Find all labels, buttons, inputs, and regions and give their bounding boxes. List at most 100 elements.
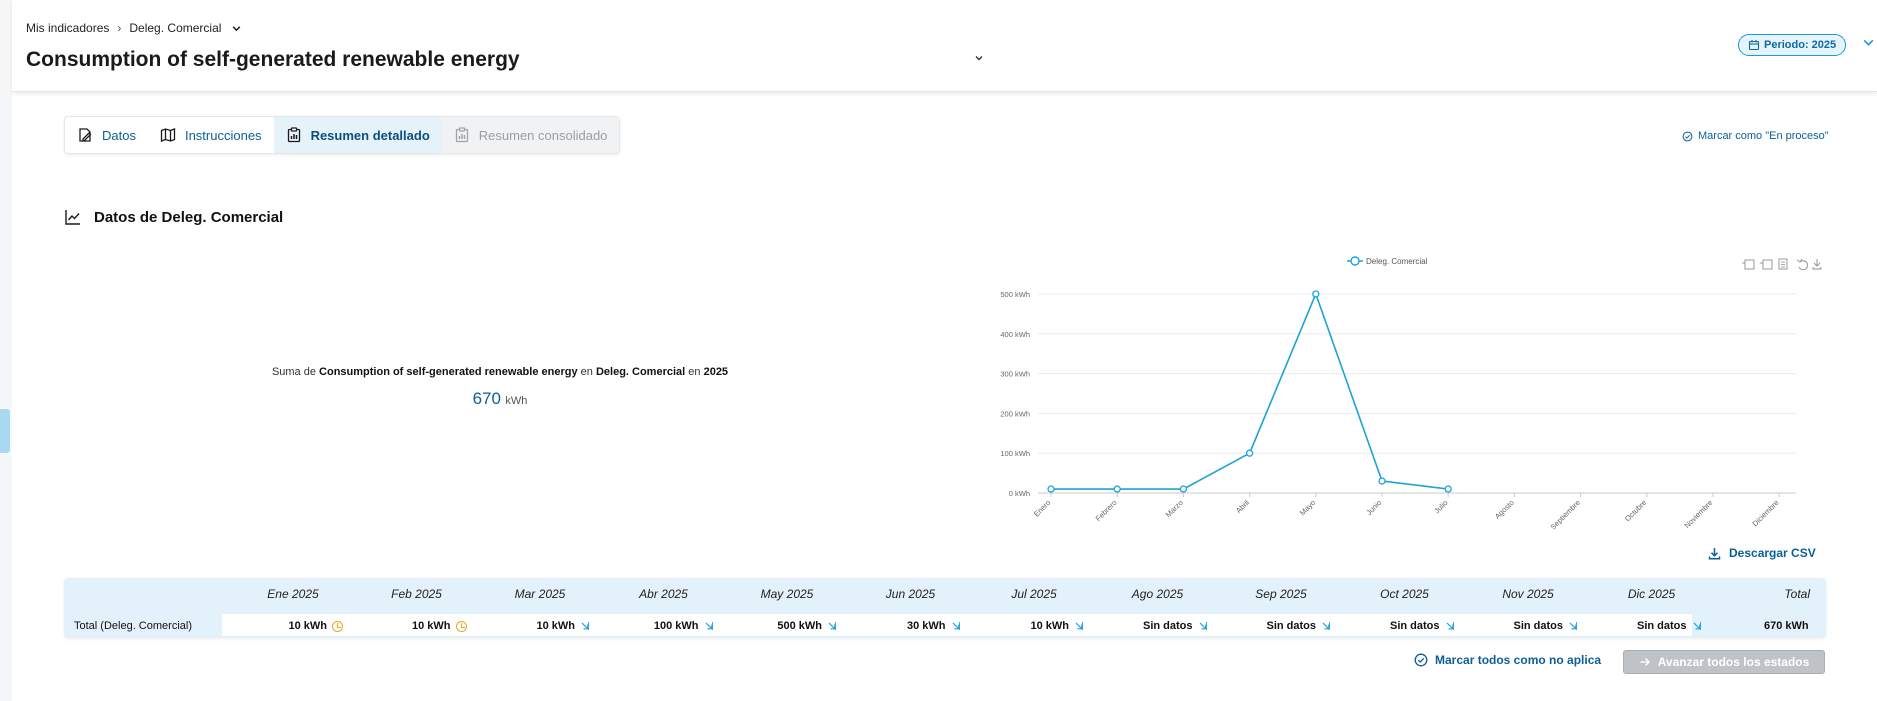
download-image-icon[interactable]	[1812, 259, 1822, 270]
section-title: Datos de Deleg. Comercial	[94, 208, 284, 226]
table-cell-value: Sin datos	[1142, 620, 1193, 632]
chart-legend[interactable]: Deleg. Comercial	[1347, 256, 1428, 266]
tab-label: Instrucciones	[184, 127, 262, 143]
table-header-total: Total	[1784, 587, 1810, 601]
clock-icon	[332, 620, 343, 632]
table-cell[interactable]: 10 kWh	[397, 620, 467, 632]
series-line	[1051, 291, 1449, 490]
table-header-month: Jun 2025	[885, 587, 936, 601]
arrow-down-right-icon	[705, 622, 713, 630]
table-header-month: Ene 2025	[267, 587, 319, 601]
y-tick-label: 0 kWh	[1009, 489, 1030, 498]
tab-label: Resumen detallado	[310, 127, 430, 143]
table-header-month: Nov 2025	[1502, 587, 1554, 601]
table-cell[interactable]: 100 kWh	[644, 620, 714, 632]
line-chart-icon	[65, 210, 80, 225]
breadcrumb-root[interactable]: Mis indicadores	[26, 21, 110, 35]
tab-resumen-detallado[interactable]: Resumen detallado	[273, 117, 442, 153]
arrow-down-right-icon	[1322, 622, 1330, 630]
clipboard-chart-icon	[287, 127, 300, 143]
data-point[interactable]	[1113, 485, 1121, 493]
table-cell-value: 10 kWh	[1030, 620, 1069, 632]
zoom-reset-icon[interactable]	[1760, 259, 1773, 270]
x-tick-label: Noviembre	[1682, 498, 1714, 530]
table-cell[interactable]: 500 kWh	[767, 620, 837, 632]
arrow-down-right-icon	[581, 622, 589, 630]
x-tick-label: Enero	[1032, 498, 1053, 519]
mark-in-progress-link[interactable]: Marcar como "En proceso"	[1682, 130, 1829, 142]
period-chevron-down-icon[interactable]	[1862, 36, 1875, 49]
data-point[interactable]	[1312, 290, 1320, 298]
table-cell[interactable]: Sin datos	[1632, 620, 1702, 632]
table-header-month: Mar 2025	[514, 587, 566, 601]
table-cell-value: 30 kWh	[906, 620, 946, 632]
legend-label: Deleg. Comercial	[1366, 257, 1428, 266]
clock-icon	[455, 620, 467, 632]
zoom-icon[interactable]	[1742, 259, 1755, 270]
arrow-down-right-icon	[1569, 622, 1577, 630]
status-link-label: Marcar como "En proceso"	[1698, 130, 1829, 142]
breadcrumb-current[interactable]: Deleg. Comercial	[129, 21, 222, 35]
table-cell[interactable]: 10 kWh	[1014, 620, 1084, 632]
table-cell-value: 10 kWh	[411, 620, 451, 632]
restore-icon[interactable]	[1796, 258, 1809, 271]
table-header-month: Abr 2025	[639, 587, 688, 601]
mark-all-not-applicable-button[interactable]: Marcar todos como no aplica	[1414, 653, 1601, 667]
data-point[interactable]	[1047, 485, 1055, 493]
chevron-down-icon[interactable]	[231, 23, 242, 34]
summary-total-value: 670	[472, 389, 501, 408]
y-tick-label: 100 kWh	[1000, 449, 1030, 458]
chart-toolbox	[1742, 258, 1822, 271]
x-tick-label: Julio	[1432, 498, 1449, 515]
table-cell[interactable]: Sin datos	[1385, 620, 1455, 632]
table-cell-value: 500 kWh	[777, 620, 822, 632]
tab-datos[interactable]: Datos	[65, 117, 148, 153]
download-csv-button[interactable]: Descargar CSV	[1708, 546, 1816, 560]
chevron-right-icon: ›	[117, 21, 122, 35]
data-point[interactable]	[1444, 485, 1452, 493]
table-header-month: Sep 2025	[1255, 587, 1307, 601]
summary-total-unit: kWh	[505, 395, 528, 407]
advance-all-states-button[interactable]: Avanzar todos los estados	[1623, 650, 1825, 674]
data-point[interactable]	[1179, 485, 1188, 493]
data-point[interactable]	[1378, 477, 1386, 485]
period-selector[interactable]: Periodo: 2025	[1738, 34, 1847, 56]
breadcrumb: Mis indicadores › Deleg. Comercial	[26, 21, 242, 35]
table-cell-value: 10 kWh	[288, 620, 327, 632]
y-tick-label: 300 kWh	[1000, 370, 1030, 379]
table-cell[interactable]: 10 kWh	[520, 620, 590, 632]
arrow-down-right-icon	[1693, 622, 1701, 630]
x-tick-label: Diciembre	[1750, 498, 1780, 528]
clipboard-chart-icon	[455, 127, 468, 143]
left-sidebar-strip	[0, 0, 12, 701]
summary-connector: en	[577, 366, 596, 378]
table-header-month: Oct 2025	[1380, 587, 1429, 601]
table-cell[interactable]: Sin datos	[1138, 620, 1208, 632]
map-icon	[160, 128, 176, 142]
x-tick-label: Febrero	[1094, 498, 1119, 523]
table-cell[interactable]: Sin datos	[1508, 620, 1578, 632]
tab-instrucciones[interactable]: Instrucciones	[148, 117, 274, 153]
data-view-icon[interactable]	[1778, 258, 1788, 270]
edit-icon	[79, 128, 92, 142]
y-tick-label: 500 kWh	[1000, 290, 1030, 299]
x-tick-label: Septiembre	[1549, 498, 1582, 530]
check-circle-icon	[1414, 653, 1428, 667]
summary-entity: Deleg. Comercial	[595, 366, 686, 378]
x-tick-label: Abril	[1234, 498, 1251, 515]
title-dropdown-chevron-icon[interactable]	[974, 53, 984, 63]
data-point[interactable]	[1245, 449, 1254, 457]
calendar-icon	[1748, 40, 1760, 51]
y-tick-label: 400 kWh	[1000, 330, 1030, 339]
table-cell[interactable]: Sin datos	[1261, 620, 1331, 632]
table-row-label: Total (Deleg. Comercial)	[74, 620, 192, 632]
period-label: Periodo: 2025	[1764, 39, 1837, 51]
table-cell[interactable]: 10 kWh	[273, 620, 343, 632]
download-csv-label: Descargar CSV	[1729, 546, 1816, 560]
table-cell[interactable]: 30 kWh	[891, 620, 961, 632]
tab-resumen-consolidado[interactable]: Resumen consolidado	[441, 117, 620, 153]
page-header: Mis indicadores › Deleg. Comercial Consu…	[12, 0, 1877, 92]
sidebar-toggle-handle[interactable]	[0, 409, 10, 453]
consumption-line-chart: Deleg. Comercial 0 kWh 100 kWh 200 kWh 300 …	[1000, 256, 1822, 530]
table-total-cell: 670 kWh	[1764, 620, 1809, 632]
